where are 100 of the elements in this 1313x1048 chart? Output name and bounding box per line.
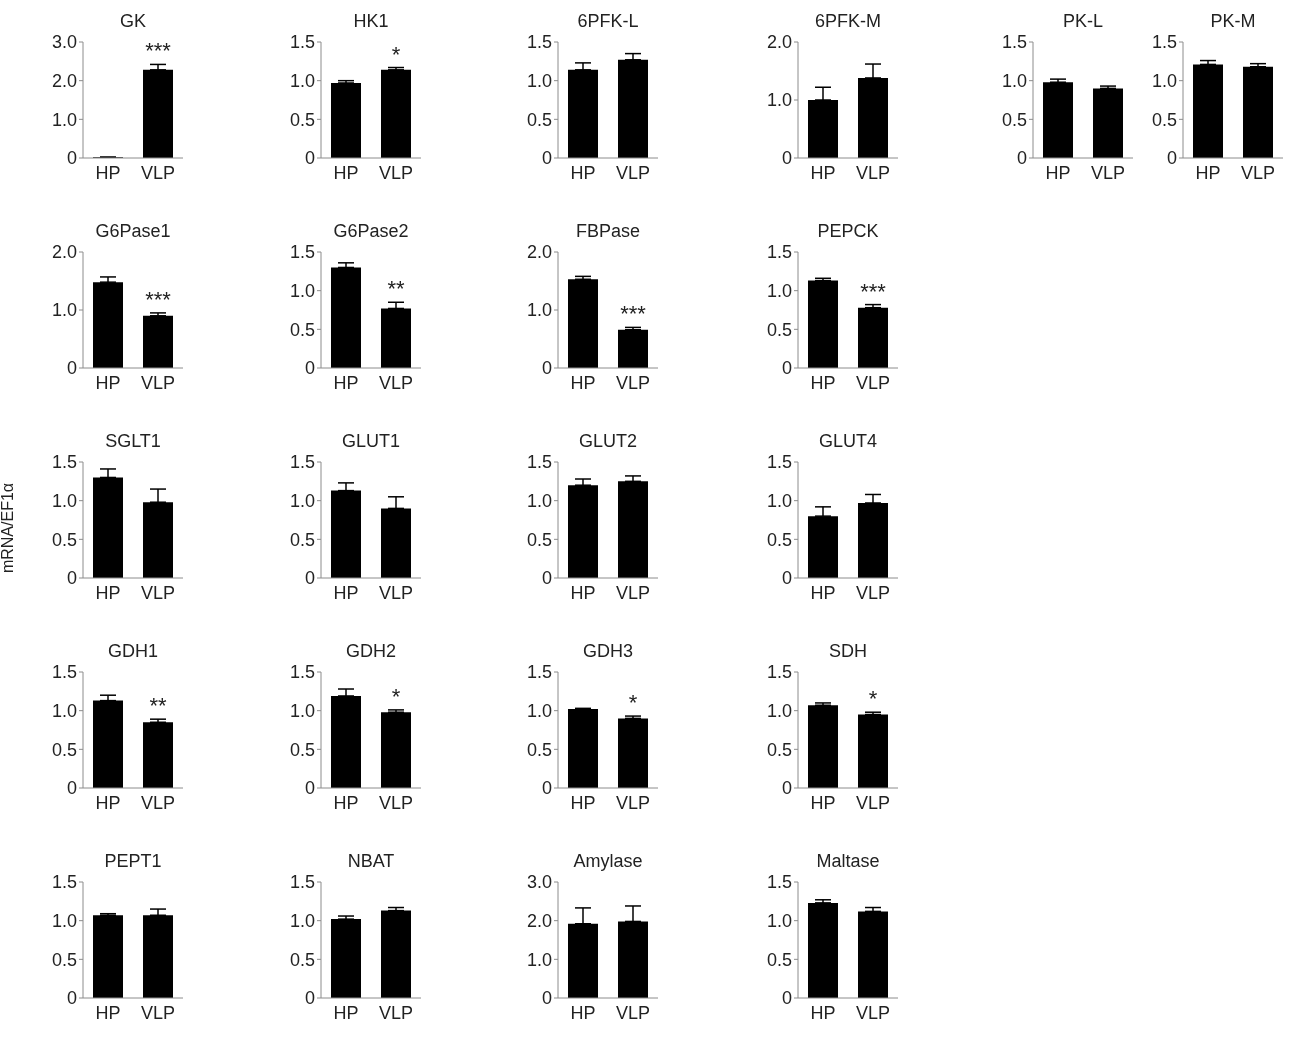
y-tick-label: 0.5 [766,739,792,760]
y-tick-label: 1.5 [766,242,792,263]
y-tick-label: 1.0 [526,491,552,512]
y-tick-label: 2.0 [526,242,552,263]
y-tick-label: 1.0 [526,949,552,970]
y-tick-label: 0 [541,148,552,169]
annotation: *** [145,286,172,312]
y-tick-label: 0 [781,358,792,379]
y-tick-label: 1.0 [51,300,77,321]
y-tick-label: 1.0 [766,90,792,111]
x-tick-label: HP [810,792,836,813]
x-tick-label: HP [333,582,359,603]
x-tick-label: HP [570,162,596,183]
y-tick-label: 1.5 [766,452,792,473]
y-tick-label: 0.5 [1151,109,1177,130]
y-tick-label: 1.0 [526,300,552,321]
y-tick-label: 0.5 [1001,109,1027,130]
x-tick-label: HP [95,582,121,603]
y-tick-label: 1.0 [1151,71,1177,92]
y-tick-label: 1.5 [289,452,315,473]
chart-title: 6PFK-M [814,10,882,33]
y-tick-label: 0 [66,148,77,169]
y-tick-label: 0 [304,778,315,799]
chart-title: Amylase [572,850,644,873]
y-tick-label: 1.5 [766,662,792,683]
x-tick-label: HP [570,792,596,813]
y-tick-label: 1.5 [526,662,552,683]
x-tick-label: VLP [140,582,176,603]
annotation: ** [387,276,405,302]
y-tick-label: 0 [1166,148,1177,169]
annotation: *** [860,278,887,304]
chart-title: PK-M [1209,10,1257,33]
y-axis-title: mRNA/EF1α [0,482,17,574]
x-tick-label: HP [333,792,359,813]
chart-title: GDH1 [107,640,159,663]
y-tick-label: 0 [66,568,77,589]
y-tick-label: 0.5 [526,109,552,130]
x-tick-label: VLP [615,792,651,813]
x-tick-label: VLP [855,582,891,603]
x-tick-label: HP [95,792,121,813]
y-tick-label: 0.5 [289,529,315,550]
y-tick-label: 0 [781,988,792,1009]
annotation: *** [620,301,647,327]
chart-title: SDH [828,640,868,663]
chart-title: G6Pase1 [94,220,172,243]
x-tick-label: HP [95,1002,121,1023]
chart-title: G6Pase2 [332,220,410,243]
y-tick-label: 1.5 [766,872,792,893]
y-tick-label: 0 [304,358,315,379]
y-tick-label: 0 [781,778,792,799]
chart-title: PEPT1 [103,850,163,873]
y-tick-label: 2.0 [526,911,552,932]
x-tick-label: HP [810,162,836,183]
y-tick-label: 0.5 [51,949,77,970]
chart-title: GLUT4 [818,430,878,453]
y-tick-label: 1.0 [289,491,315,512]
chart-title: HK1 [352,10,390,33]
x-tick-label: HP [95,162,121,183]
annotation: * [628,690,638,716]
y-tick-label: 1.0 [526,71,552,92]
y-tick-label: 0.5 [289,949,315,970]
x-tick-label: VLP [140,1002,176,1023]
x-tick-label: HP [333,372,359,393]
y-tick-label: 0.5 [766,949,792,970]
y-tick-label: 0.5 [289,739,315,760]
y-tick-label: 1.5 [51,452,77,473]
chart-title: GDH2 [345,640,397,663]
x-tick-label: HP [1195,162,1221,183]
y-tick-label: 0.5 [289,319,315,340]
chart-title: GLUT1 [341,430,401,453]
y-tick-label: 1.5 [289,242,315,263]
y-tick-label: 0.5 [766,319,792,340]
x-tick-label: VLP [140,372,176,393]
y-tick-label: 1.0 [51,491,77,512]
y-tick-label: 3.0 [51,32,77,53]
y-tick-label: 1.0 [51,109,77,130]
x-tick-label: VLP [378,792,414,813]
x-tick-label: VLP [855,1002,891,1023]
y-tick-label: 0 [541,988,552,1009]
y-tick-label: 0 [304,148,315,169]
x-tick-label: HP [1045,162,1071,183]
y-tick-label: 0 [66,988,77,1009]
annotation: * [391,683,401,709]
y-tick-label: 1.0 [766,701,792,722]
chart-title: NBAT [346,850,396,873]
y-tick-label: 1.5 [526,452,552,473]
y-tick-label: 1.0 [51,911,77,932]
x-tick-label: HP [333,162,359,183]
y-tick-label: 0.5 [289,109,315,130]
y-tick-label: 2.0 [766,32,792,53]
chart-title: Maltase [815,850,881,873]
chart-title: FBPase [575,220,641,243]
y-tick-label: 0.5 [51,739,77,760]
x-tick-label: VLP [615,1002,651,1023]
y-tick-label: 0 [304,988,315,1009]
y-tick-label: 1.0 [289,71,315,92]
y-tick-label: 0 [541,358,552,379]
y-tick-label: 0 [541,568,552,589]
y-tick-label: 2.0 [51,242,77,263]
x-tick-label: VLP [378,1002,414,1023]
